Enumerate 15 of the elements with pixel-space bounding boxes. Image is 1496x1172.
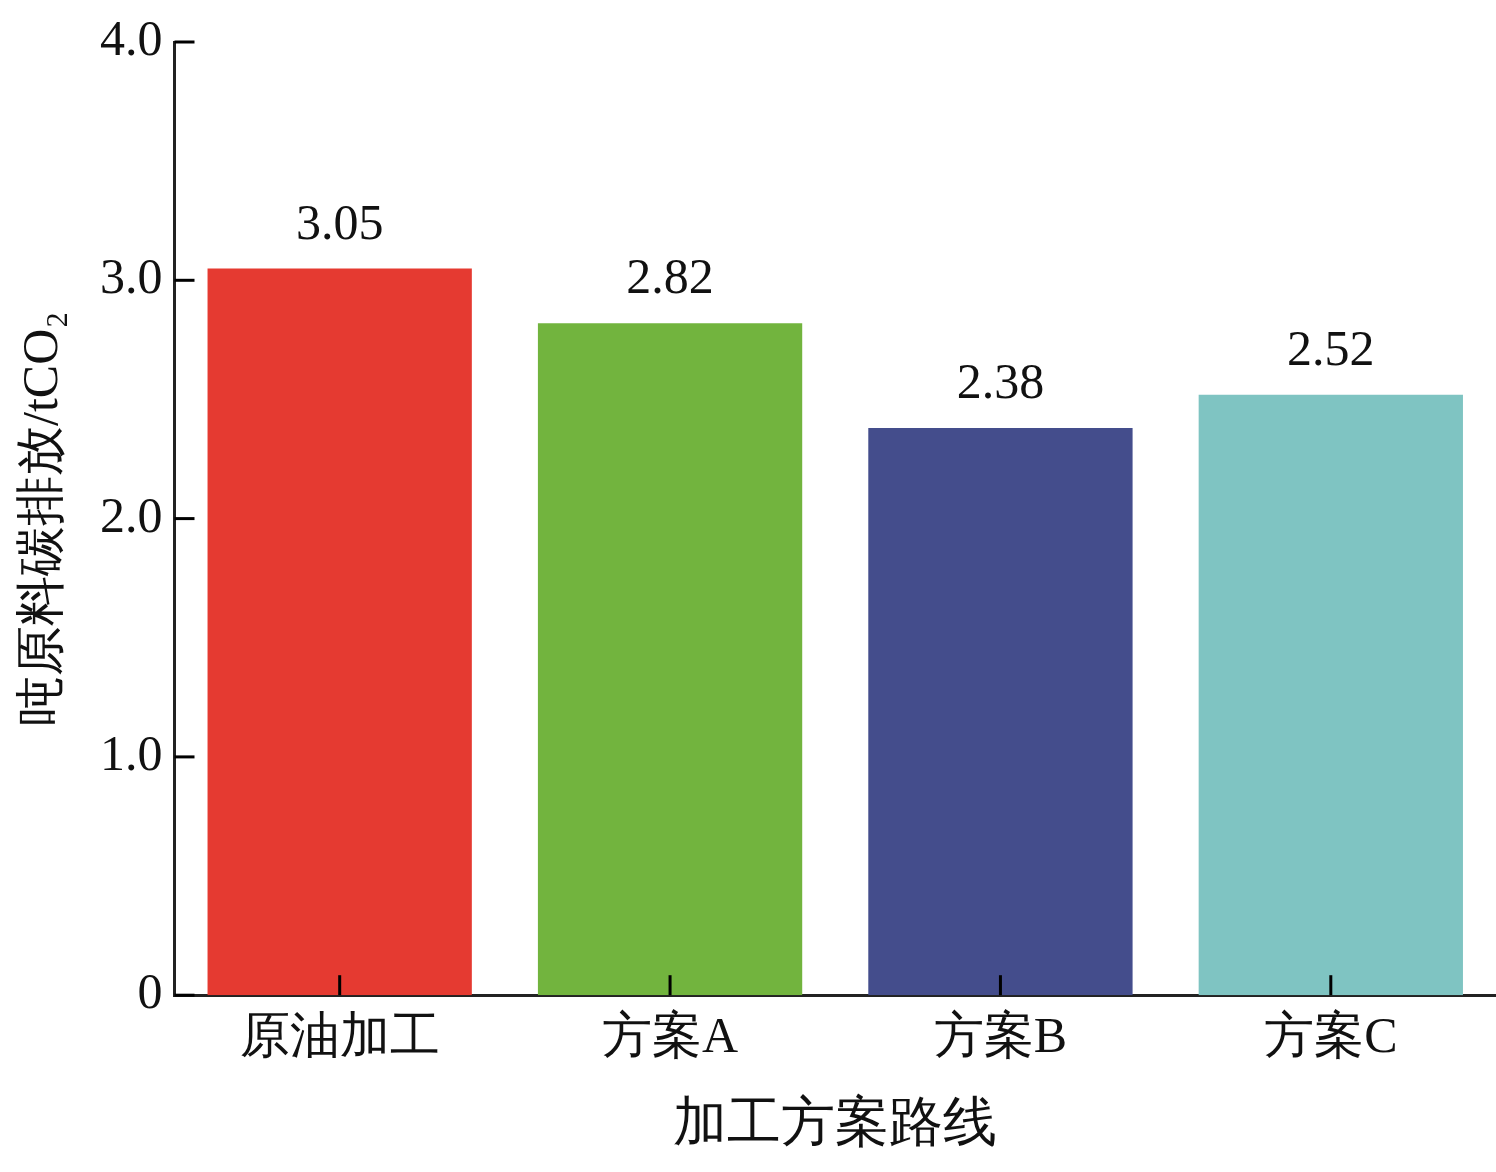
data-label: 2.38 [956, 353, 1045, 410]
data-label: 2.82 [626, 248, 714, 305]
data-label: 3.05 [295, 193, 384, 250]
y-axis-title: 吨原料碳排放/tCO₂ [12, 311, 69, 726]
x-tick-label: 方案C [1264, 1007, 1398, 1064]
x-tick-label: 方案B [933, 1007, 1068, 1064]
data-label: 2.52 [1287, 319, 1375, 376]
y-tick-label: 0 [137, 963, 163, 1020]
y-tick-label: 2.0 [100, 486, 163, 543]
y-tick-label: 3.0 [100, 248, 163, 305]
y-tick-label: 4.0 [100, 10, 163, 67]
x-tick-label: 原油加工 [239, 1007, 440, 1064]
y-tick-label: 1.0 [100, 725, 163, 782]
x-axis-title: 加工方案路线 [673, 1091, 998, 1152]
x-tick-label: 方案A [602, 1007, 739, 1064]
